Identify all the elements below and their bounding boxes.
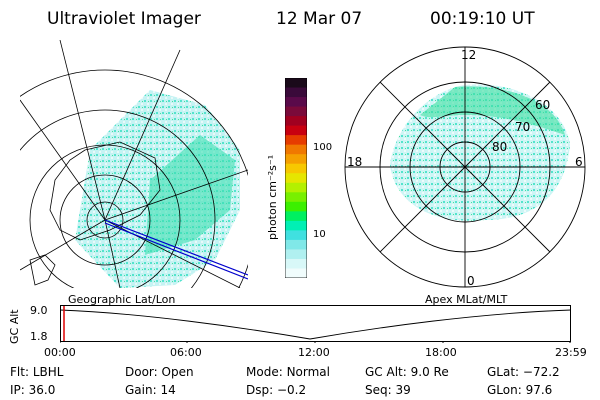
mlt-spoke (379, 81, 466, 168)
mlat-label-80: 80 (492, 140, 507, 154)
colorbar-swatch (285, 258, 307, 269)
timeline-xtick: 18:00 (425, 346, 457, 359)
time-label: 00:19:10 UT (430, 9, 535, 29)
longitude-line (20, 219, 106, 271)
latitude-circle (20, 69, 248, 288)
colorbar-swatch (285, 144, 307, 155)
longitude-line (59, 40, 106, 221)
colorbar-swatch (285, 192, 307, 203)
altitude-timeline (60, 305, 572, 343)
date-label: 12 Mar 07 (276, 9, 363, 29)
colorbar-swatch (285, 211, 307, 222)
colorbar-swatch (285, 97, 307, 108)
colorbar-swatch (285, 239, 307, 250)
mlat-label-70: 70 (515, 120, 530, 134)
colorbar-swatch (285, 78, 307, 89)
right-panel-label: Apex MLat/MLT (425, 293, 508, 306)
timeline-ytick-1.8: 1.8 (30, 330, 48, 343)
info-dsp: Dsp: −0.2 (246, 383, 307, 397)
timeline-xtick: 23:59 (555, 346, 587, 359)
latitude-circle (86, 201, 124, 239)
mlt-spoke (464, 81, 551, 168)
magnetic-polar-map: 12 18 6 0 60 70 80 (344, 46, 586, 288)
info-glon: GLon: 97.6 (487, 383, 553, 397)
mlt-spoke (464, 166, 551, 253)
colorbar-swatch (285, 220, 307, 231)
info-glat: GLat: −72.2 (487, 365, 560, 379)
info-ip: IP: 36.0 (10, 383, 56, 397)
longitude-line (20, 99, 106, 221)
colorbar-units: photon cm⁻²s⁻¹ (266, 154, 279, 240)
colorbar-swatch (285, 125, 307, 136)
terminator-line (104, 219, 248, 276)
timeline-ylabel: GC Alt (8, 309, 21, 344)
colorbar-gradient (285, 78, 307, 278)
latitude-circle (20, 109, 216, 288)
info-gain: Gain: 14 (125, 383, 176, 397)
latitude-circle (59, 174, 151, 266)
info-seq: Seq: 39 (365, 383, 411, 397)
longitude-line (104, 49, 181, 221)
colorbar-swatch (285, 106, 307, 117)
mlat-label-60: 60 (535, 98, 550, 112)
colorbar-swatch (285, 163, 307, 174)
info-door: Door: Open (125, 365, 194, 379)
colorbar-swatch (285, 173, 307, 184)
terminator-line (104, 222, 248, 280)
aurora-bright-region (420, 86, 565, 135)
colorbar-swatch (285, 154, 307, 165)
timeline-xtick: 06:00 (170, 346, 202, 359)
colorbar (285, 78, 307, 278)
mlt-spoke (379, 166, 466, 253)
longitude-line (104, 219, 121, 288)
mlt-label-6: 6 (575, 155, 583, 169)
aurora-bright-region (145, 135, 235, 255)
mlt-label-12: 12 (461, 48, 476, 62)
timeline-xtick: 12:00 (298, 346, 330, 359)
timeline-ytick-9: 9.0 (30, 304, 48, 317)
timeline-xtick: 00:00 (44, 346, 76, 359)
colorbar-swatch (285, 182, 307, 193)
mlt-label-0: 0 (467, 274, 475, 288)
latitude-circle (29, 144, 181, 288)
colorbar-swatch (285, 230, 307, 241)
colorbar-swatch (285, 249, 307, 260)
info-gc-alt: GC Alt: 9.0 Re (365, 365, 449, 379)
info-mode: Mode: Normal (246, 365, 330, 379)
colorbar-swatch (285, 201, 307, 212)
colorbar-swatch (285, 135, 307, 146)
info-flt: Flt: LBHL (10, 365, 64, 379)
colorbar-swatch (285, 268, 307, 278)
colorbar-swatch (285, 87, 307, 98)
altitude-curve (60, 309, 572, 340)
colorbar-swatch (285, 116, 307, 127)
longitude-line (104, 169, 248, 221)
mlt-label-18: 18 (347, 155, 362, 169)
colorbar-tick-10: 10 (313, 229, 326, 240)
colorbar-tick-100: 100 (313, 142, 333, 153)
coastline-fragment (29, 254, 56, 286)
left-panel-label: Geographic Lat/Lon (68, 293, 176, 306)
geographic-map (20, 40, 248, 288)
instrument-title: Ultraviolet Imager (47, 9, 201, 29)
